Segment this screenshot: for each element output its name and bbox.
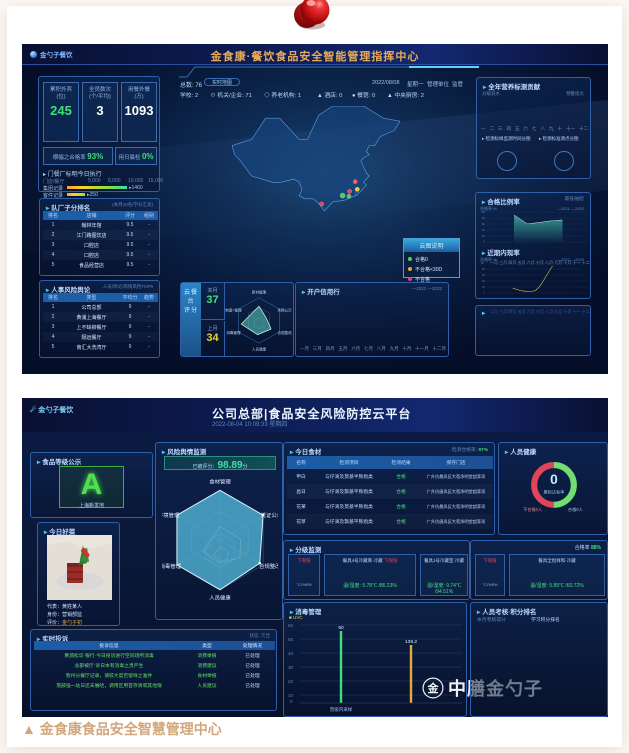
svg-text:消毒管理: 消毒管理 <box>162 562 182 570</box>
svg-text:0: 0 <box>290 699 293 704</box>
svg-text:普吸内采样: 普吸内采样 <box>330 706 353 713</box>
svg-text:60: 60 <box>482 223 485 226</box>
svg-text:30: 30 <box>288 665 294 670</box>
svg-text:0: 0 <box>483 292 485 295</box>
svg-text:20: 20 <box>288 679 294 684</box>
svg-text:139.2: 139.2 <box>405 639 417 645</box>
svg-text:人员健康: 人员健康 <box>252 346 267 351</box>
svg-text:合格0人: 合格0人 <box>568 506 584 513</box>
svg-text:新材管理: 新材管理 <box>252 290 267 295</box>
svg-text:50: 50 <box>288 637 294 642</box>
svg-text:凭照公示: 凭照公示 <box>277 307 292 312</box>
svg-text:60: 60 <box>338 625 344 631</box>
svg-text:60: 60 <box>288 623 294 628</box>
svg-text:40: 40 <box>482 268 485 271</box>
svg-text:金: 金 <box>427 681 440 695</box>
svg-text:!: ! <box>355 180 356 184</box>
svg-text:0: 0 <box>550 472 558 487</box>
svg-text:10: 10 <box>288 693 294 698</box>
svg-text:制度>管理: 制度>管理 <box>225 307 242 312</box>
svg-text:100: 100 <box>481 211 486 214</box>
svg-text:80: 80 <box>482 217 485 220</box>
svg-text:环境管理: 环境管理 <box>162 511 180 519</box>
svg-text:30: 30 <box>482 274 485 277</box>
svg-text:消毒管理: 消毒管理 <box>226 330 241 335</box>
svg-text:不合格0人: 不合格0人 <box>523 506 543 513</box>
svg-text:合规整改: 合规整改 <box>259 562 278 570</box>
svg-text:50: 50 <box>481 262 484 265</box>
svg-text:0: 0 <box>483 241 485 244</box>
svg-text:20: 20 <box>482 280 485 283</box>
svg-text:人员健康: 人员健康 <box>209 594 231 602</box>
svg-text:40: 40 <box>288 651 294 656</box>
svg-text:食材管理: 食材管理 <box>209 478 231 486</box>
svg-text:晨检达标率: 晨检达标率 <box>544 488 565 495</box>
svg-text:凭证公示: 凭证公示 <box>261 511 278 519</box>
svg-text:20: 20 <box>482 235 485 238</box>
svg-text:40: 40 <box>482 229 485 232</box>
svg-text:合规整改: 合规整改 <box>277 330 292 335</box>
svg-text:10: 10 <box>482 286 485 289</box>
